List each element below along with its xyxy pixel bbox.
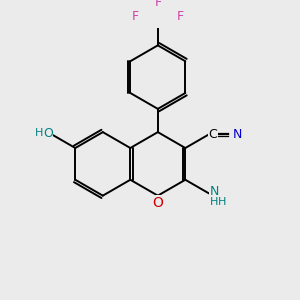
Text: C: C [208,128,217,141]
Text: O: O [152,196,163,210]
Text: N: N [210,185,219,198]
Text: F: F [131,10,138,23]
Text: H: H [210,196,218,206]
Text: F: F [177,10,184,23]
Text: H: H [34,128,43,139]
Text: N: N [232,128,242,141]
Text: H: H [218,196,227,206]
Text: O: O [43,127,53,140]
Text: F: F [154,0,161,9]
